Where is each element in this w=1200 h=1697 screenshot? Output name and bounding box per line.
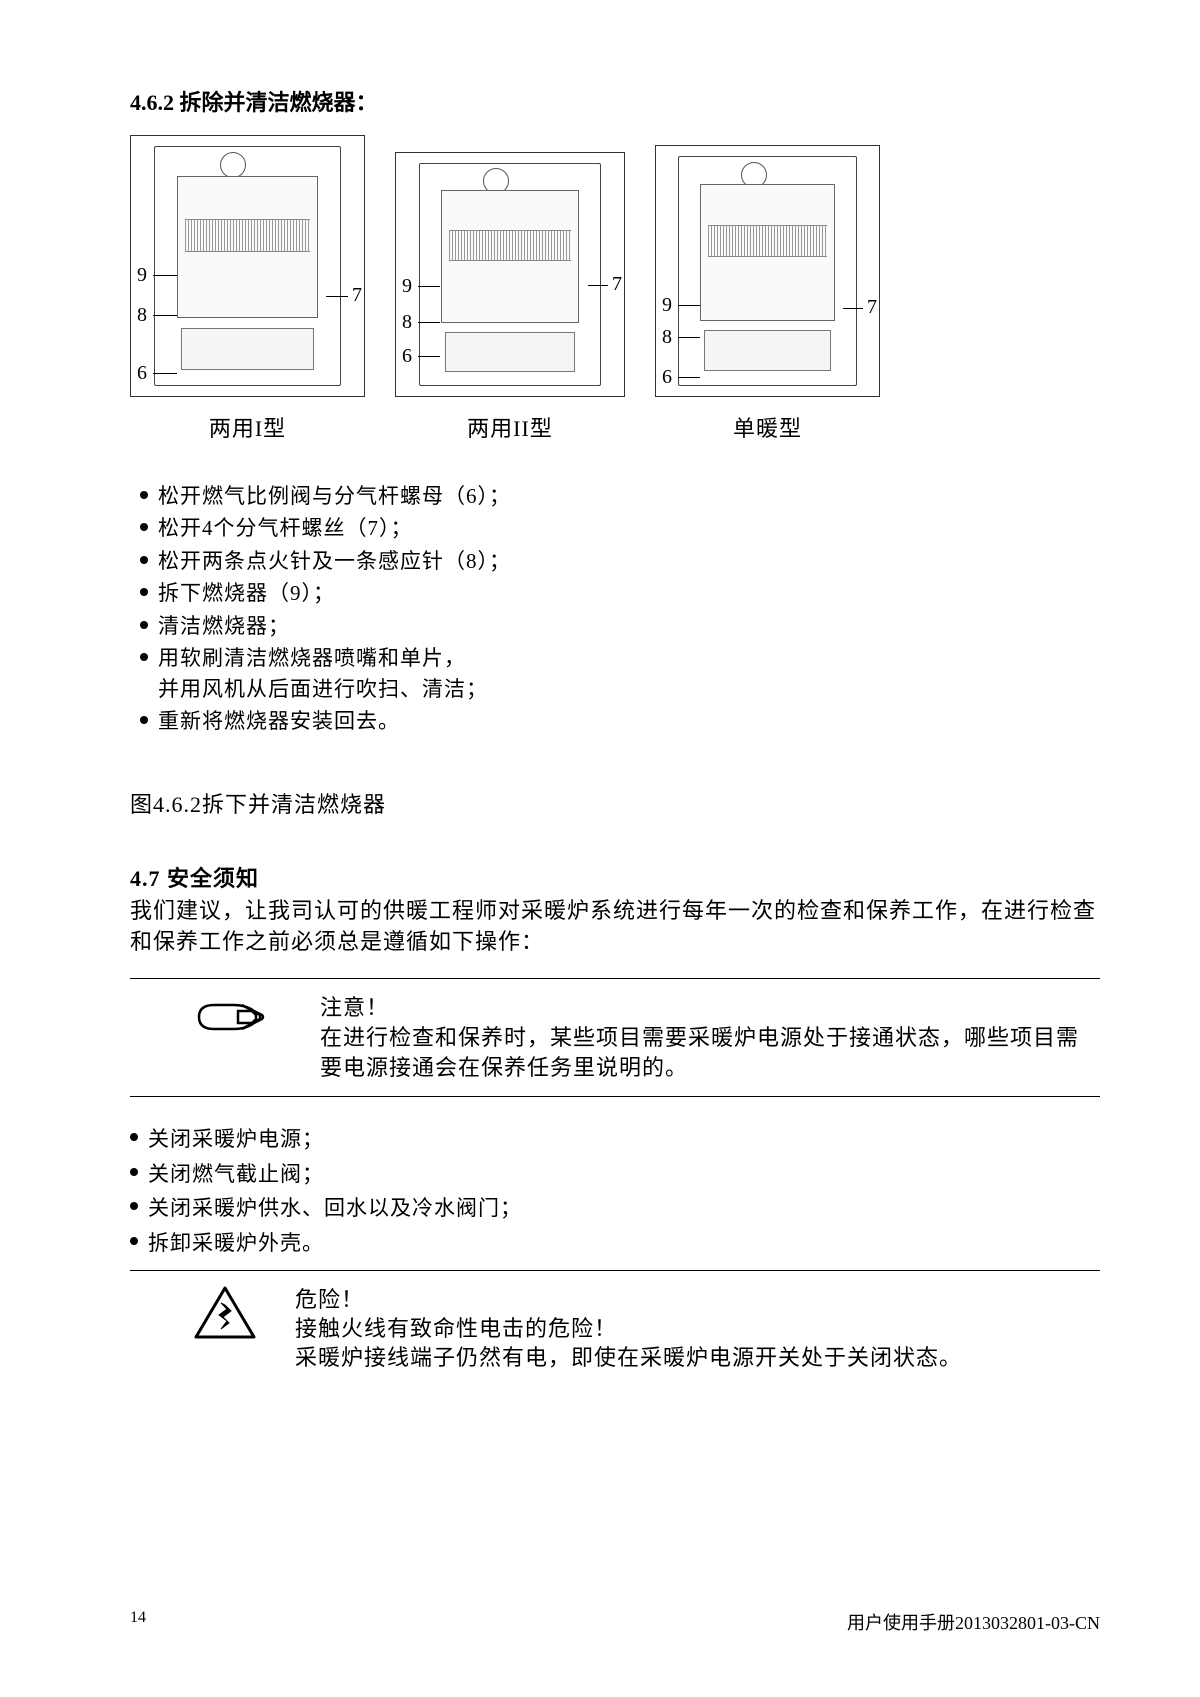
bullet-dot-icon	[140, 523, 148, 531]
figure-2-caption: 两用II型	[467, 411, 553, 443]
bullet-dot-icon	[140, 491, 148, 499]
danger-line-1: 接触火线有致命性电击的危险！	[295, 1314, 1100, 1343]
bullet-dot-icon	[140, 716, 148, 724]
bullet-text: 用软刷清洁燃烧器喷嘴和单片， 并用风机从后面进行吹扫、清洁；	[158, 643, 1100, 704]
figure-1-diagram: 9 8 6 7	[130, 135, 365, 397]
bullet-dot-icon	[140, 621, 148, 629]
bullet-text: 拆下燃烧器（9）；	[158, 578, 1100, 608]
bullet-item: 拆下燃烧器（9）；	[140, 578, 1100, 608]
fig1-label-9: 9	[137, 264, 147, 287]
bullet-text: 松开燃气比例阀与分气杆螺母（6）；	[158, 481, 1100, 511]
fig2-label-8: 8	[402, 311, 412, 334]
bullet-text: 清洁燃烧器；	[158, 611, 1100, 641]
fig2-label-9: 9	[402, 275, 412, 298]
figure-3-caption: 单暖型	[733, 411, 802, 443]
figure-2-diagram: 9 8 6 7	[395, 152, 625, 397]
figure-2: 9 8 6 7 两用II型	[395, 152, 625, 443]
figure-1: 9 8 6 7 两用I型	[130, 135, 365, 443]
bullet-item: 松开4个分气杆螺丝（7）；	[140, 513, 1100, 543]
bullet-dot-icon	[130, 1202, 138, 1210]
fig3-label-7: 7	[867, 296, 877, 319]
fig1-label-6: 6	[137, 362, 147, 385]
section-4-7-heading: 4.7 安全须知	[130, 861, 1100, 893]
notice-title: 注意！	[320, 993, 1100, 1023]
page-number: 14	[130, 1609, 146, 1635]
fig2-label-6: 6	[402, 345, 412, 368]
fig3-label-6: 6	[662, 366, 672, 389]
bullet-item: 重新将燃烧器安装回去。	[140, 706, 1100, 736]
pointing-hand-icon	[190, 993, 270, 1037]
bullet-dot-icon	[130, 1237, 138, 1245]
section-4-6-2-heading: 4.6.2 拆除并清洁燃烧器：	[130, 85, 1100, 117]
bullet-list-4-7: 关闭采暖炉电源； 关闭燃气截止阀； 关闭采暖炉供水、回水以及冷水阀门； 拆卸采暖…	[130, 1123, 1100, 1259]
figure-3-diagram: 9 8 6 7	[655, 145, 880, 397]
bullet-item: 松开燃气比例阀与分气杆螺母（6）；	[140, 481, 1100, 511]
notice-block: 注意！ 在进行检查和保养时，某些项目需要采暖炉电源处于接通状态，哪些项目需要电源…	[130, 978, 1100, 1097]
figure-3: 9 8 6 7 单暖型	[655, 145, 880, 443]
fig2-label-7: 7	[612, 273, 622, 296]
bullet-item: 清洁燃烧器；	[140, 611, 1100, 641]
page-footer: 14 用户使用手册2013032801-03-CN	[130, 1609, 1100, 1635]
fig1-label-7: 7	[352, 284, 362, 307]
section-4-7-intro: 我们建议，让我司认可的供暖工程师对采暖炉系统进行每年一次的检查和保养工作，在进行…	[130, 895, 1100, 959]
figures-row: 9 8 6 7 两用I型 9 8 6 7	[130, 135, 1100, 443]
bullet-text: 关闭燃气截止阀；	[148, 1158, 1100, 1191]
bullet-text: 拆卸采暖炉外壳。	[148, 1227, 1100, 1260]
figure-1-caption: 两用I型	[209, 411, 286, 443]
danger-line-2: 采暖炉接线端子仍然有电，即使在采暖炉电源开关处于关闭状态。	[295, 1343, 1100, 1372]
danger-triangle-icon	[185, 1285, 265, 1341]
bullet-item: 关闭采暖炉电源；	[130, 1123, 1100, 1156]
bullet-text: 重新将燃烧器安装回去。	[158, 706, 1100, 736]
bullet-dot-icon	[140, 588, 148, 596]
figure-4-6-2-label: 图4.6.2拆下并清洁燃烧器	[130, 787, 1100, 819]
notice-body: 在进行检查和保养时，某些项目需要采暖炉电源处于接通状态，哪些项目需要电源接通会在…	[320, 1023, 1100, 1082]
bullet-dot-icon	[130, 1168, 138, 1176]
danger-title: 危险！	[295, 1285, 1100, 1314]
danger-block: 危险！ 接触火线有致命性电击的危险！ 采暖炉接线端子仍然有电，即使在采暖炉电源开…	[130, 1270, 1100, 1372]
bullet-dot-icon	[140, 556, 148, 564]
bullet-dot-icon	[130, 1133, 138, 1141]
fig1-label-8: 8	[137, 304, 147, 327]
bullet-text: 关闭采暖炉供水、回水以及冷水阀门；	[148, 1192, 1100, 1225]
bullet-item: 关闭采暖炉供水、回水以及冷水阀门；	[130, 1192, 1100, 1225]
bullet-list-4-6-2: 松开燃气比例阀与分气杆螺母（6）； 松开4个分气杆螺丝（7）； 松开两条点火针及…	[140, 481, 1100, 737]
notice-text: 注意！ 在进行检查和保养时，某些项目需要采暖炉电源处于接通状态，哪些项目需要电源…	[320, 993, 1100, 1082]
danger-text: 危险！ 接触火线有致命性电击的危险！ 采暖炉接线端子仍然有电，即使在采暖炉电源开…	[295, 1285, 1100, 1372]
bullet-item: 用软刷清洁燃烧器喷嘴和单片， 并用风机从后面进行吹扫、清洁；	[140, 643, 1100, 704]
bullet-item: 关闭燃气截止阀；	[130, 1158, 1100, 1191]
bullet-item: 松开两条点火针及一条感应针（8）；	[140, 546, 1100, 576]
bullet-item: 拆卸采暖炉外壳。	[130, 1227, 1100, 1260]
bullet-text: 松开4个分气杆螺丝（7）；	[158, 513, 1100, 543]
manual-id: 用户使用手册2013032801-03-CN	[847, 1609, 1100, 1635]
section-4-7: 4.7 安全须知 我们建议，让我司认可的供暖工程师对采暖炉系统进行每年一次的检查…	[130, 861, 1100, 1372]
bullet-text: 关闭采暖炉电源；	[148, 1123, 1100, 1156]
bullet-text: 松开两条点火针及一条感应针（8）；	[158, 546, 1100, 576]
fig3-label-9: 9	[662, 294, 672, 317]
bullet-dot-icon	[140, 653, 148, 661]
fig3-label-8: 8	[662, 326, 672, 349]
